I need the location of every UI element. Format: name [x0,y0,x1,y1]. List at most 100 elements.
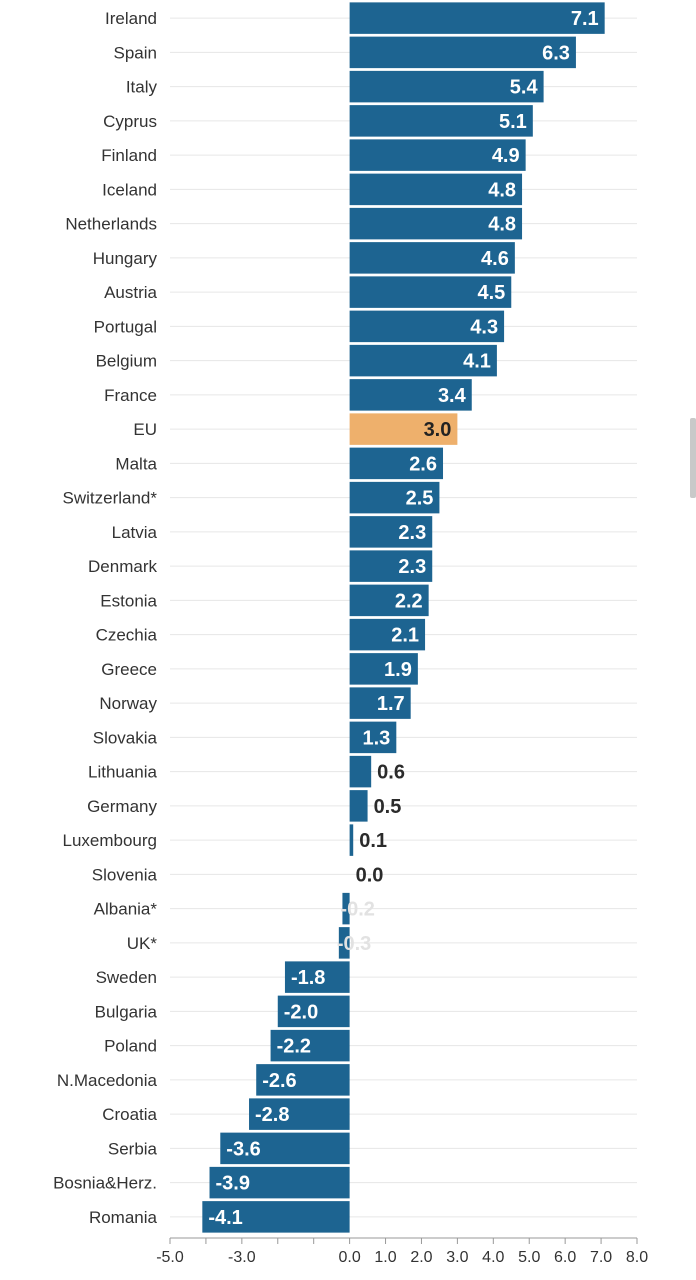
category-label: Greece [101,660,157,679]
category-label: Slovenia [92,865,158,884]
bar [349,2,605,34]
bar [349,481,440,514]
value-label: -0.3 [337,933,371,955]
category-label: Estonia [100,591,157,610]
value-label: 4.8 [488,214,516,236]
x-tick-label: 5.0 [518,1249,540,1266]
bar [349,139,526,171]
bar [349,36,576,69]
bar [284,961,350,993]
category-label: Netherlands [65,215,157,234]
x-tick-label: 1.0 [374,1249,396,1266]
x-tick-label: 2.0 [410,1249,432,1266]
category-label: Ireland [105,9,157,28]
value-label: -1.8 [291,967,325,989]
x-tick-label: 8.0 [626,1249,648,1266]
value-label: 0.5 [374,796,402,818]
bar [349,242,515,274]
bar [349,207,523,240]
category-label: N.Macedonia [57,1071,158,1090]
category-label: Czechia [96,626,158,645]
value-label: -2.0 [284,1001,318,1023]
bar [349,584,429,617]
bar [256,1064,350,1096]
value-label: 0.0 [356,864,384,886]
bar [349,173,523,206]
value-label: 7.1 [571,8,599,30]
value-label: -3.9 [216,1173,250,1195]
category-label: Finland [101,146,157,165]
category-label: Iceland [102,180,157,199]
value-label: 1.3 [363,727,391,749]
value-label: -2.6 [262,1070,296,1092]
category-label: Portugal [94,317,157,336]
value-label: 1.9 [384,659,412,681]
category-label: Sweden [96,968,157,987]
x-tick-label: -5.0 [156,1249,184,1266]
category-label: Malta [115,454,157,473]
scrollbar-thumb[interactable] [690,418,696,498]
bar [349,790,368,822]
value-label: 2.3 [398,522,426,544]
category-label: Slovakia [93,728,158,747]
bar [342,892,350,925]
value-label: -2.2 [277,1036,311,1058]
value-label: 4.6 [481,248,509,270]
bar [349,344,497,377]
category-label: France [104,386,157,405]
category-label: Serbia [108,1139,158,1158]
value-label: -4.1 [208,1207,242,1229]
bar [338,927,350,959]
bar [349,105,533,137]
bar [209,1166,350,1199]
value-label: 4.1 [463,351,491,373]
value-label: 1.7 [377,693,405,715]
category-label: Hungary [93,249,158,268]
bar [349,687,411,719]
value-label: 4.5 [477,282,505,304]
category-label: Cyprus [103,112,157,131]
category-label: Bosnia&Herz. [53,1174,157,1193]
category-label: Latvia [112,523,158,542]
value-label: 2.5 [406,488,434,510]
category-label: Denmark [88,557,157,576]
category-label: Croatia [102,1105,157,1124]
bar-highlight [349,413,458,445]
bar [349,755,372,788]
bar [349,824,354,856]
value-label: 4.3 [470,316,498,338]
bar [349,379,472,411]
bar [349,721,397,754]
bar [349,618,426,651]
bar [349,310,505,343]
value-label: -2.8 [255,1104,289,1126]
category-label: Belgium [96,352,157,371]
bar [349,70,544,103]
bar [249,1098,350,1130]
category-label: Luxembourg [62,831,157,850]
value-label: 3.0 [424,419,452,441]
value-label: 3.4 [438,385,467,407]
x-tick-label: -3.0 [228,1249,256,1266]
value-label: 6.3 [542,42,570,64]
category-label: Spain [114,43,157,62]
x-tick-label: 4.0 [482,1249,504,1266]
value-label: 4.9 [492,145,520,167]
bar [220,1132,350,1165]
value-label: 2.3 [398,556,426,578]
x-tick-label: 6.0 [554,1249,576,1266]
category-label: Romania [89,1208,158,1227]
value-label: 0.1 [359,830,387,852]
x-tick-label: 0.0 [338,1249,360,1266]
bar [202,1201,350,1233]
bar [270,1029,350,1062]
bar [349,447,444,480]
category-label: Italy [126,78,158,97]
category-label: Austria [104,283,157,302]
value-label: 5.4 [510,77,539,99]
value-label: 4.8 [488,179,516,201]
bar [349,550,433,582]
category-label: Germany [87,797,157,816]
category-label: Poland [104,1037,157,1056]
